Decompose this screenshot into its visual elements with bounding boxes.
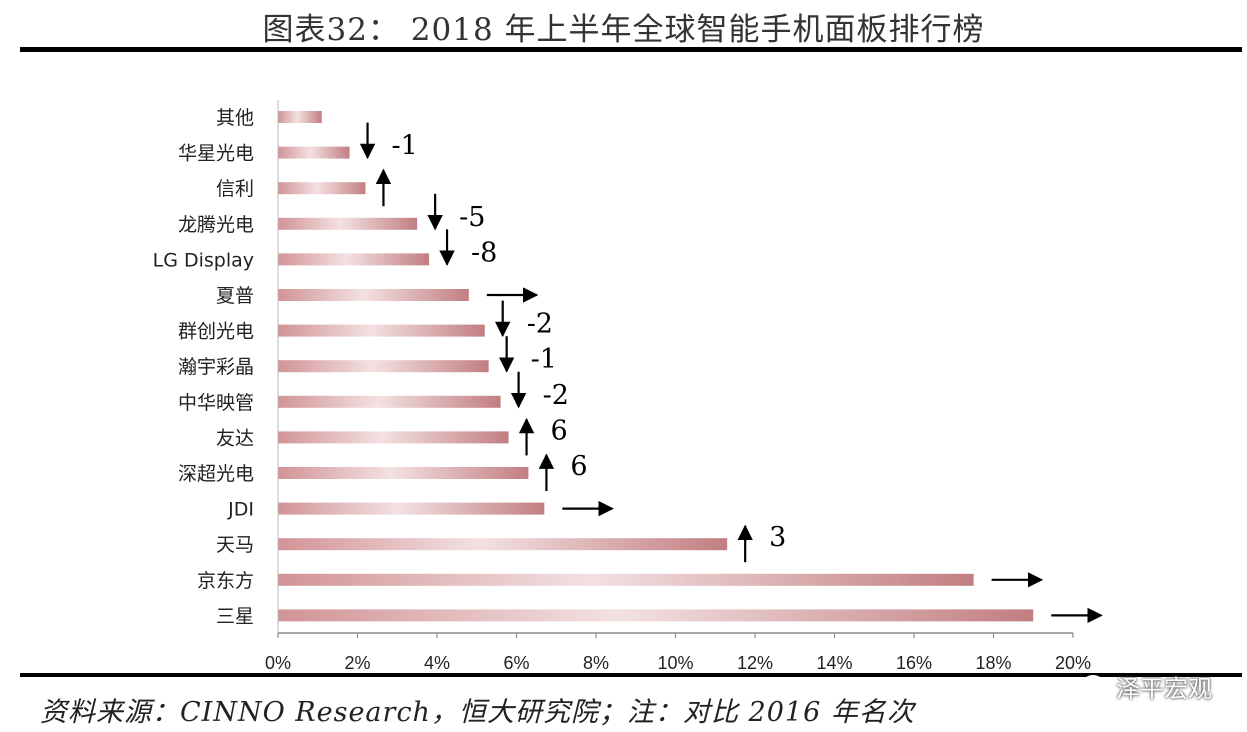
x-tick-label: 16%	[896, 653, 932, 673]
x-tick-label: 20%	[1055, 653, 1091, 673]
category-label: 华星光电	[178, 143, 254, 165]
x-tick-label: 12%	[737, 653, 773, 673]
category-label: 瀚宇彩晶	[178, 356, 254, 378]
rank-change-label: 3	[769, 522, 786, 553]
bar	[278, 111, 322, 123]
x-tick-label: 18%	[975, 653, 1011, 673]
bar	[278, 146, 350, 159]
category-label: 京东方	[197, 570, 254, 592]
x-tick-label: 6%	[503, 653, 529, 673]
category-label: LG Display	[153, 249, 254, 271]
bar	[278, 431, 509, 444]
rank-change-label: -1	[531, 344, 557, 375]
bar	[278, 395, 501, 408]
category-label: 深超光电	[178, 463, 254, 485]
category-label: 其他	[216, 107, 254, 129]
rank-change-label: 6	[570, 451, 587, 482]
watermark-text: 泽平宏观	[1116, 674, 1212, 703]
category-label: 龙腾光电	[178, 214, 254, 236]
bar	[278, 467, 529, 479]
rank-change-label: -2	[543, 380, 569, 411]
source-note: 资料来源：CINNO Research，恒大研究院；注：对比 2016 年名次	[40, 697, 915, 728]
bar	[278, 609, 1034, 622]
category-label: 群创光电	[178, 321, 254, 343]
x-tick-label: 2%	[344, 653, 370, 673]
bar	[278, 360, 489, 373]
bar	[278, 538, 728, 551]
bar	[278, 182, 366, 195]
watermark: 泽平宏观	[1082, 668, 1212, 704]
x-tick-label: 14%	[816, 653, 852, 673]
rank-change-label: -8	[471, 237, 497, 268]
bar	[278, 217, 418, 230]
rank-change-markers: -1 -5 -8 -2 -1 -2 66 3	[359, 122, 1103, 624]
bars-group	[278, 111, 1034, 622]
category-label: 友达	[216, 427, 254, 449]
category-label: 信利	[216, 178, 254, 200]
x-tick-label: 0%	[265, 653, 291, 673]
x-tick-label: 8%	[583, 653, 609, 673]
rank-change-label: 6	[551, 415, 568, 446]
bar	[278, 289, 469, 301]
category-label: JDI	[227, 499, 254, 521]
x-axis: 0% 2% 4% 6% 8% 10% 12% 14% 16% 18% 20%	[265, 100, 1091, 673]
category-label: 夏普	[216, 285, 254, 307]
category-label: 三星	[216, 605, 254, 627]
bar	[278, 502, 545, 515]
top-rule	[20, 47, 1242, 52]
category-label: 中华映管	[178, 392, 254, 414]
rank-change-label: -2	[527, 309, 553, 340]
chart-title: 图表32： 2018 年上半年全球智能手机面板排行榜	[262, 12, 985, 48]
rank-change-label: -5	[459, 202, 485, 233]
rank-change-label: -1	[392, 131, 418, 162]
bar	[278, 253, 430, 266]
bottom-rule	[20, 673, 1242, 677]
bar	[278, 573, 974, 586]
bar	[278, 324, 485, 337]
x-tick-label: 4%	[424, 653, 450, 673]
category-label: 天马	[216, 534, 254, 556]
wechat-icon	[1082, 675, 1109, 697]
x-tick-label: 10%	[657, 653, 693, 673]
